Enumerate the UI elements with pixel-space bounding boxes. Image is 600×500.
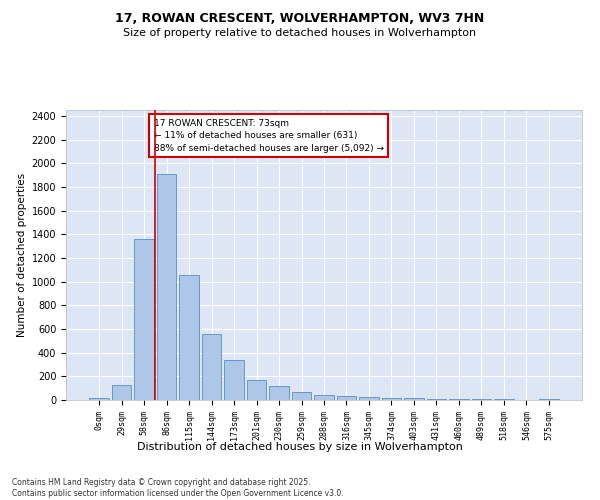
Bar: [359, 397, 379, 400]
Bar: [337, 396, 356, 400]
Bar: [112, 385, 131, 400]
Bar: [539, 399, 559, 400]
Bar: [404, 398, 424, 400]
Text: Contains HM Land Registry data © Crown copyright and database right 2025.
Contai: Contains HM Land Registry data © Crown c…: [12, 478, 344, 498]
Bar: [134, 239, 154, 400]
Text: 17, ROWAN CRESCENT, WOLVERHAMPTON, WV3 7HN: 17, ROWAN CRESCENT, WOLVERHAMPTON, WV3 7…: [115, 12, 485, 26]
Bar: [247, 380, 266, 400]
Bar: [179, 275, 199, 400]
Bar: [157, 174, 176, 400]
Bar: [292, 392, 311, 400]
Text: 17 ROWAN CRESCENT: 73sqm
← 11% of detached houses are smaller (631)
88% of semi-: 17 ROWAN CRESCENT: 73sqm ← 11% of detach…: [154, 118, 384, 152]
Bar: [314, 396, 334, 400]
Y-axis label: Number of detached properties: Number of detached properties: [17, 173, 28, 337]
Bar: [449, 399, 469, 400]
Text: Size of property relative to detached houses in Wolverhampton: Size of property relative to detached ho…: [124, 28, 476, 38]
Bar: [224, 360, 244, 400]
Bar: [202, 334, 221, 400]
Bar: [382, 398, 401, 400]
Bar: [269, 386, 289, 400]
Bar: [89, 398, 109, 400]
Bar: [427, 399, 446, 400]
Text: Distribution of detached houses by size in Wolverhampton: Distribution of detached houses by size …: [137, 442, 463, 452]
